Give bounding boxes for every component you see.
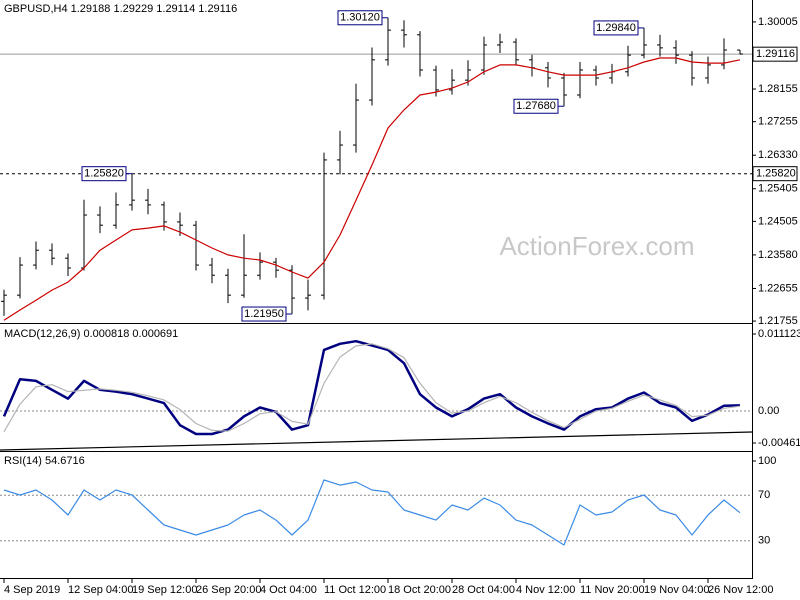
panel-title: GBPUSD,H4 1.29188 1.29229 1.29114 1.2911… [4, 3, 237, 15]
panel-title: RSI(14) 54.6716 [4, 455, 85, 467]
indicator-line [3, 57, 741, 321]
y-tick-label: 1.24505 [758, 215, 798, 227]
price-line-label: 1.29116 [756, 48, 795, 60]
annotation-box [81, 166, 127, 182]
indicator-line [3, 343, 741, 433]
panel-title: MACD(12,26,9) 0.000818 0.000691 [4, 328, 178, 340]
annotation-label: 1.30120 [340, 12, 380, 24]
level-label: 30 [758, 535, 770, 547]
y-tick-label: 1.27255 [758, 116, 798, 128]
y-tick-label: 0.011123 [758, 328, 800, 340]
level-label: 0.00 [758, 405, 779, 417]
level-label: 70 [758, 489, 770, 501]
annotation-label: 1.25820 [84, 168, 124, 180]
x-tick-label: 4 Nov 12:00 [516, 584, 575, 596]
price-line-label: 1.25820 [756, 168, 796, 180]
x-tick-label: 28 Oct 04:00 [452, 584, 515, 596]
y-tick-label: 1.23580 [758, 249, 798, 261]
y-tick-label: 1.28155 [758, 83, 798, 95]
watermark: ActionForex.com [499, 231, 694, 261]
x-tick-label: 18 Oct 20:00 [388, 584, 451, 596]
y-tick-label: 1.30005 [758, 16, 798, 28]
y-tick-label: -0.004617 [758, 437, 800, 449]
indicator-line [3, 479, 741, 546]
annotation-box [593, 20, 639, 36]
price-line-box [752, 46, 798, 62]
annotation-label: 1.21950 [244, 308, 284, 320]
annotation-label: 1.27680 [516, 100, 556, 112]
x-tick-label: 4 Oct 04:00 [260, 584, 317, 596]
x-tick-label: 11 Nov 20:00 [580, 584, 645, 596]
x-tick-label: 26 Nov 12:00 [708, 584, 773, 596]
annotation-box [241, 306, 287, 322]
x-tick-label: 19 Sep 12:00 [132, 584, 197, 596]
indicator-line [2, 339, 741, 436]
x-tick-label: 11 Oct 12:00 [324, 584, 386, 596]
y-tick-label: 1.22655 [758, 282, 798, 294]
x-tick-label: 19 Nov 04:00 [644, 584, 709, 596]
annotation-box [337, 10, 383, 26]
x-tick-label: 12 Sep 04:00 [68, 584, 133, 596]
y-tick-label: 1.25405 [758, 183, 798, 195]
price-line-box [752, 166, 798, 182]
y-tick-label: 1.21755 [758, 315, 798, 327]
x-tick-label: 26 Sep 20:00 [196, 584, 261, 596]
macd-trendline [0, 431, 753, 451]
x-tick-label: 4 Sep 2019 [4, 584, 60, 596]
y-tick-label: 100 [758, 455, 776, 467]
annotation-label: 1.29840 [596, 22, 636, 34]
annotation-box [513, 98, 559, 114]
y-tick-label: 1.26330 [758, 149, 798, 161]
